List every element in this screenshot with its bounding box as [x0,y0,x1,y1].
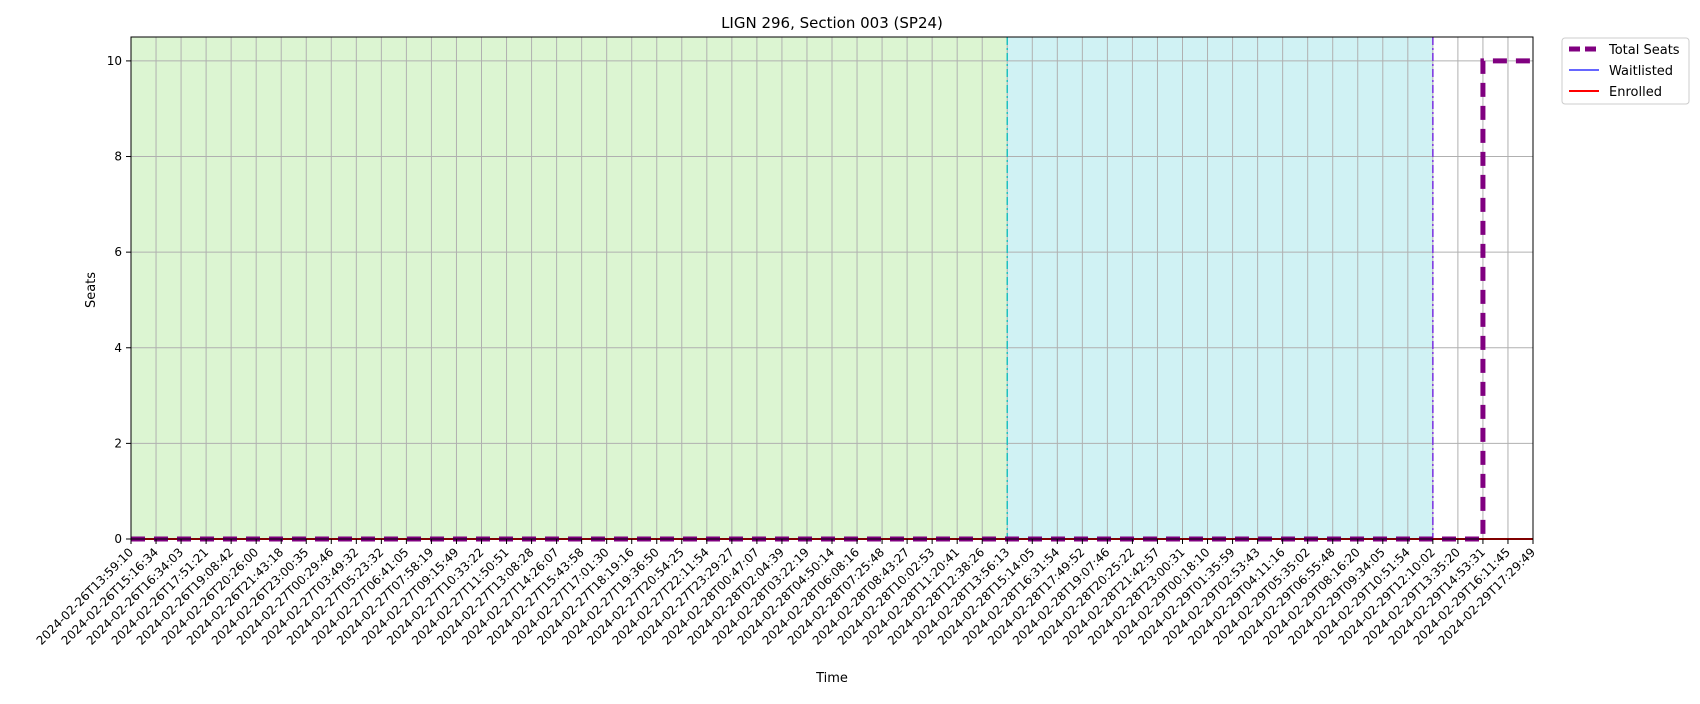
y-tick-label: 6 [114,245,122,259]
y-axis-label: Seats [84,272,99,308]
x-axis-label: Time [815,671,848,686]
legend-label: Total Seats [1608,43,1680,58]
y-tick-label: 10 [107,54,122,68]
y-tick-label: 0 [114,532,122,546]
legend-label: Waitlisted [1609,64,1673,79]
legend-box [1561,37,1690,105]
legend: Total Seats Waitlisted Enrolled [1561,37,1690,105]
y-tick-label: 4 [114,341,122,355]
chart-title: LIGN 296, Section 003 (SP24) [721,14,943,32]
y-tick-label: 8 [114,150,122,164]
x-ticks: 2024-02-26T13:59:102024-02-26T15:16:3420… [34,539,1538,648]
shaded-region-1 [131,37,1008,539]
shaded-region-2 [1007,37,1433,539]
legend-label: Enrolled [1609,85,1662,100]
y-tick-label: 2 [114,436,122,450]
marker-lines [1006,37,1434,539]
grid-lines [130,37,1534,540]
y-ticks: 0 2 4 6 8 10 [107,54,131,546]
shaded-regions [131,37,1433,539]
